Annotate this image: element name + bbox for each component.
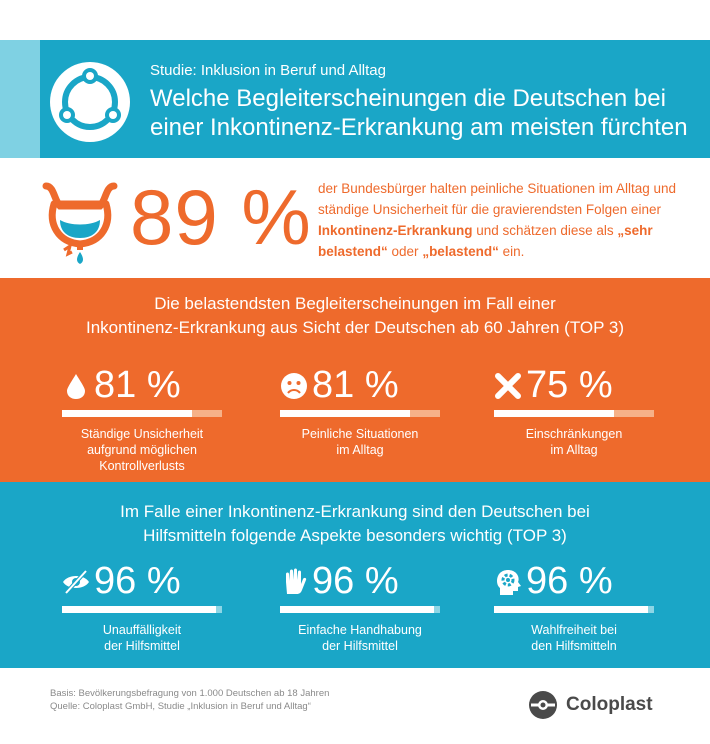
burden-bar-fill xyxy=(62,410,192,417)
burdens-title: Die belastendsten Begleiterscheinungen i… xyxy=(20,292,690,340)
coloplast-logo-icon xyxy=(529,691,557,719)
label-line: im Alltag xyxy=(550,443,598,457)
burden-bar-fill xyxy=(494,410,614,417)
footer-source: Quelle: Coloplast GmbH, Studie „Inklusio… xyxy=(50,701,311,712)
key-stat-value: 89 % xyxy=(130,173,312,261)
burden-pct: 81 % xyxy=(94,364,181,406)
aids-section: Im Falle einer Inkontinenz-Erkrankung si… xyxy=(0,482,710,668)
burden-bar xyxy=(62,410,222,417)
stat-text-bold: Inkontinenz-Erkrankung xyxy=(318,223,473,238)
burden-item: 81 % Ständige Unsicherheit aufgrund mögl… xyxy=(62,364,222,473)
label-line: Ständige Unsicherheit xyxy=(80,427,204,441)
stat-text-part: und schätzen diese als xyxy=(472,223,618,238)
burden-label: Ständige Unsicherheit aufgrund möglichen… xyxy=(52,426,232,474)
label-line: aufgrund möglichen xyxy=(87,443,197,457)
header-kicker: Studie: Inklusion in Beruf und Alltag xyxy=(150,62,386,79)
hand-icon xyxy=(286,568,307,594)
burden-bar xyxy=(494,410,654,417)
aid-pct: 96 % xyxy=(526,560,613,602)
people-circle-icon xyxy=(50,62,130,142)
label-line: der Hilfsmittel xyxy=(322,639,398,653)
key-stat-section: 89 % der Bundesbürger halten peinliche S… xyxy=(0,158,710,278)
aid-bar xyxy=(494,606,654,613)
stat-text-bold: „sehr belastend“ xyxy=(318,223,653,259)
stat-text-part: der Bundesbürger halten peinliche Situat… xyxy=(318,181,676,217)
aid-pct: 96 % xyxy=(94,560,181,602)
label-line: Einfache Handhabung xyxy=(298,623,422,637)
burden-item: 75 % Einschränkungen im Alltag xyxy=(494,364,654,457)
stat-text-bold: „belastend“ xyxy=(422,244,499,259)
burdens-title-line: Die belastendsten Begleiterscheinungen i… xyxy=(154,294,556,313)
label-line: Einschränkungen xyxy=(525,427,623,441)
key-stat-text: der Bundesbürger halten peinliche Situat… xyxy=(318,178,688,262)
label-line: der Hilfsmittel xyxy=(104,639,180,653)
burden-bar-fill xyxy=(280,410,410,417)
label-line: Wahlfreiheit bei xyxy=(531,623,617,637)
aid-bar-fill xyxy=(280,606,434,613)
drop-icon xyxy=(67,374,85,399)
header-accent-strip xyxy=(0,40,40,158)
aids-title: Im Falle einer Inkontinenz-Erkrankung si… xyxy=(20,500,690,548)
stat-text-part: ein. xyxy=(498,244,525,259)
sad-face-icon xyxy=(281,373,307,399)
aid-label: Unauffälligkeit der Hilfsmittel xyxy=(52,622,232,654)
burdens-title-line: Inkontinenz-Erkrankung aus Sicht der Deu… xyxy=(85,318,624,337)
burden-label: Einschränkungen im Alltag xyxy=(484,426,664,458)
label-line: den Hilfsmitteln xyxy=(531,639,617,653)
burden-item: 81 % Peinliche Situationen im Alltag xyxy=(280,364,440,457)
brand-logo: Coloplast xyxy=(528,690,698,720)
label-line: im Alltag xyxy=(336,443,384,457)
aid-bar-fill xyxy=(494,606,648,613)
burdens-section: Die belastendsten Begleiterscheinungen i… xyxy=(0,278,710,482)
aid-item: 96 % Unauffälligkeit der Hilfsmittel xyxy=(62,560,222,653)
burden-bar xyxy=(280,410,440,417)
cross-icon xyxy=(495,373,521,399)
label-line: Kontrollverlusts xyxy=(99,459,185,473)
aid-item: 96 % Wahlfreiheit bei den Hilfsmitteln xyxy=(494,560,654,653)
aid-label: Wahlfreiheit bei den Hilfsmitteln xyxy=(484,622,664,654)
stat-text-part: oder xyxy=(387,244,423,259)
header-title: Welche Begleiterscheinungen die Deutsche… xyxy=(150,85,688,141)
burden-pct: 75 % xyxy=(526,364,613,406)
aid-item: 96 % Einfache Handhabung der Hilfsmittel xyxy=(280,560,440,653)
header-banner: Studie: Inklusion in Beruf und Alltag We… xyxy=(0,40,710,158)
eye-slash-icon xyxy=(63,569,89,595)
aid-bar xyxy=(280,606,440,613)
label-line: Unauffälligkeit xyxy=(102,623,182,637)
bladder-icon xyxy=(42,182,118,264)
burden-label: Peinliche Situationen im Alltag xyxy=(270,426,450,458)
head-gear-icon xyxy=(497,570,521,595)
burden-pct: 81 % xyxy=(312,364,399,406)
aid-bar-fill xyxy=(62,606,216,613)
label-line: Peinliche Situationen xyxy=(301,427,419,441)
aid-label: Einfache Handhabung der Hilfsmittel xyxy=(270,622,450,654)
footer-basis: Basis: Bevölkerungsbefragung von 1.000 D… xyxy=(50,688,330,699)
aid-pct: 96 % xyxy=(312,560,399,602)
brand-name: Coloplast xyxy=(566,694,653,715)
aids-title-line: Hilfsmitteln folgende Aspekte besonders … xyxy=(143,526,567,545)
aids-title-line: Im Falle einer Inkontinenz-Erkrankung si… xyxy=(120,502,590,521)
aid-bar xyxy=(62,606,222,613)
footer: Basis: Bevölkerungsbefragung von 1.000 D… xyxy=(0,668,710,744)
